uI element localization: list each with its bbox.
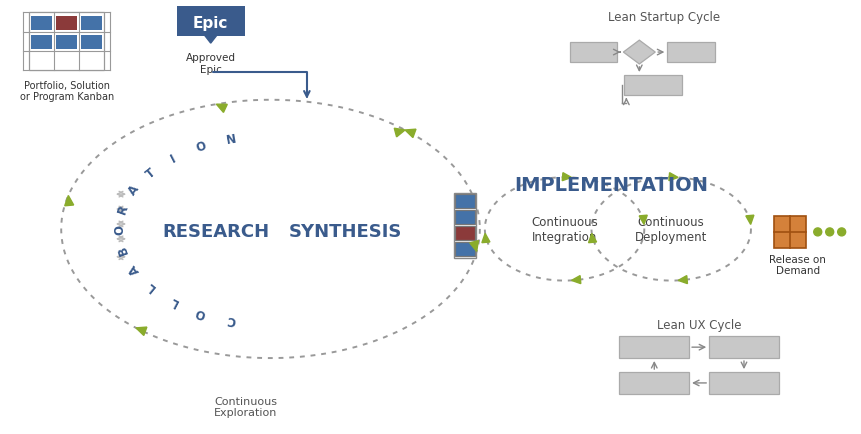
FancyBboxPatch shape (709, 372, 779, 394)
Text: O: O (195, 139, 208, 155)
Polygon shape (669, 173, 678, 181)
FancyBboxPatch shape (455, 210, 475, 224)
Circle shape (826, 228, 833, 237)
Text: A: A (126, 183, 142, 198)
Text: Continuous
Exploration: Continuous Exploration (214, 396, 277, 418)
Text: SYNTHESIS: SYNTHESIS (288, 222, 402, 240)
Text: A: A (126, 261, 142, 276)
Circle shape (838, 228, 846, 237)
Polygon shape (65, 196, 74, 206)
FancyBboxPatch shape (619, 336, 689, 358)
Text: R: R (115, 203, 131, 216)
FancyBboxPatch shape (624, 76, 682, 95)
FancyBboxPatch shape (81, 36, 102, 49)
Text: Portfolio, Solution
or Program Kanban: Portfolio, Solution or Program Kanban (20, 81, 115, 102)
FancyBboxPatch shape (455, 242, 475, 256)
Polygon shape (394, 129, 405, 138)
FancyBboxPatch shape (667, 43, 715, 63)
FancyBboxPatch shape (31, 36, 53, 49)
FancyBboxPatch shape (619, 372, 689, 394)
FancyBboxPatch shape (709, 336, 779, 358)
Polygon shape (639, 216, 647, 225)
Circle shape (814, 228, 821, 237)
FancyBboxPatch shape (774, 217, 806, 248)
FancyBboxPatch shape (31, 17, 53, 30)
FancyBboxPatch shape (569, 43, 617, 63)
Polygon shape (623, 41, 655, 65)
Text: Lean UX Cycle: Lean UX Cycle (657, 319, 741, 332)
Text: I: I (169, 151, 178, 165)
Polygon shape (589, 234, 597, 243)
FancyBboxPatch shape (29, 13, 104, 71)
FancyBboxPatch shape (177, 7, 245, 37)
Text: Approved
Epic: Approved Epic (186, 53, 236, 75)
Polygon shape (482, 234, 490, 243)
Text: O: O (114, 224, 127, 234)
Polygon shape (746, 216, 754, 225)
FancyBboxPatch shape (455, 227, 475, 240)
Text: Lean Startup Cycle: Lean Startup Cycle (608, 11, 721, 24)
Polygon shape (562, 173, 572, 181)
Text: O: O (195, 304, 208, 319)
Text: Release on
Demand: Release on Demand (770, 254, 827, 276)
Text: N: N (226, 132, 238, 147)
FancyBboxPatch shape (81, 17, 102, 30)
Text: L: L (167, 293, 180, 308)
Polygon shape (678, 276, 687, 284)
Text: IMPLEMENTATION: IMPLEMENTATION (514, 175, 709, 194)
Polygon shape (572, 276, 581, 284)
Text: Continuous
Deployment: Continuous Deployment (635, 215, 708, 243)
Polygon shape (405, 130, 416, 138)
Polygon shape (204, 35, 218, 44)
Polygon shape (216, 105, 227, 113)
Polygon shape (136, 327, 147, 335)
Text: C: C (226, 312, 237, 326)
FancyBboxPatch shape (455, 195, 475, 209)
Text: Epic: Epic (193, 16, 228, 31)
Text: T: T (144, 165, 158, 181)
Text: B: B (115, 243, 131, 256)
Text: L: L (144, 279, 158, 293)
Text: RESEARCH: RESEARCH (162, 222, 269, 240)
FancyBboxPatch shape (56, 17, 77, 30)
Polygon shape (470, 241, 479, 252)
Text: Continuous
Integration: Continuous Integration (531, 215, 598, 243)
FancyBboxPatch shape (56, 36, 77, 49)
